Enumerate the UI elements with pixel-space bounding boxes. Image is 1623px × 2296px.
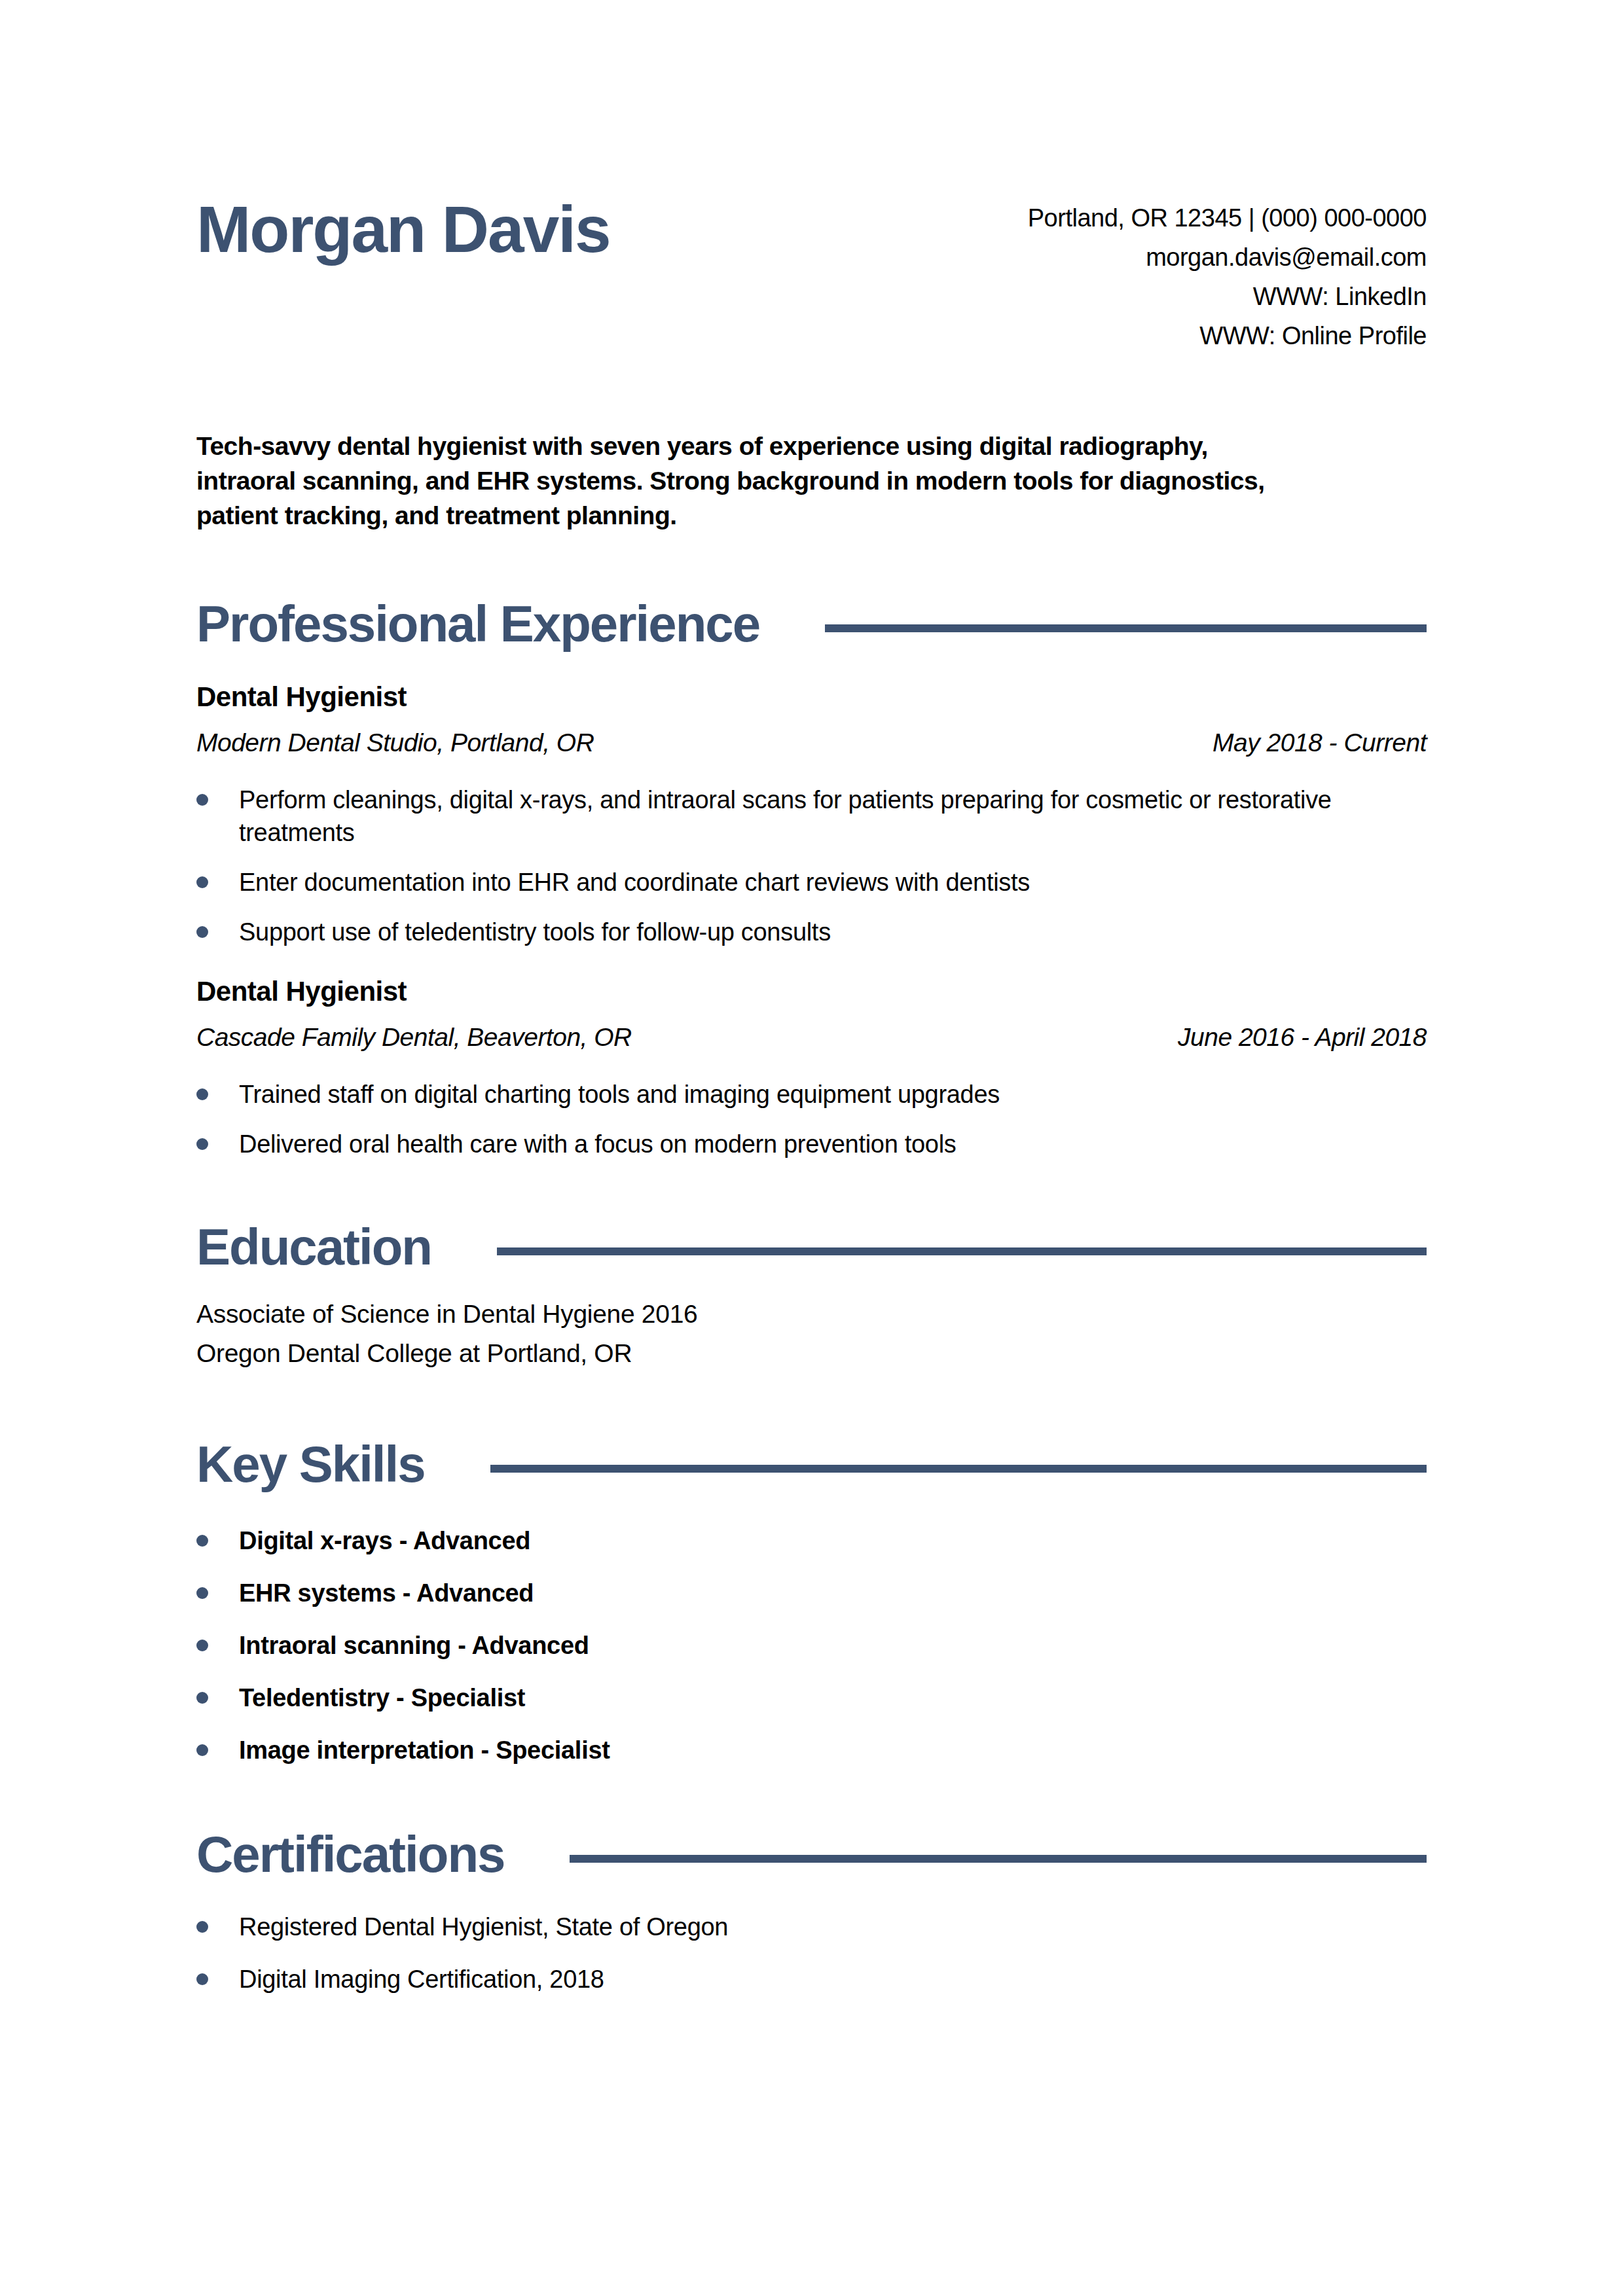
header: Morgan Davis Portland, OR 12345 | (000) … [196, 193, 1427, 355]
bullet-icon [196, 1138, 208, 1150]
section-certifications: Certifications Registered Dental Hygieni… [196, 1825, 1427, 1996]
section-rule [490, 1465, 1427, 1473]
education-school: Oregon Dental College at Portland, OR [196, 1334, 1427, 1373]
bullet-icon [196, 1744, 208, 1756]
bullet-icon [196, 794, 208, 806]
person-name: Morgan Davis [196, 193, 610, 265]
education-details: Associate of Science in Dental Hygiene 2… [196, 1295, 1427, 1373]
list-item: Image interpretation - Specialist [196, 1734, 1427, 1767]
list-item: Support use of teledentistry tools for f… [196, 916, 1427, 948]
list-item: Teledentistry - Specialist [196, 1681, 1427, 1714]
section-key-skills-header: Key Skills [196, 1435, 1427, 1494]
contact-line-online-profile: WWW: Online Profile [1028, 316, 1427, 355]
section-rule [570, 1855, 1427, 1863]
list-item: EHR systems - Advanced [196, 1577, 1427, 1609]
bullet-text: Enter documentation into EHR and coordin… [239, 866, 1030, 899]
list-item: Digital x-rays - Advanced [196, 1524, 1427, 1557]
skill-text: EHR systems - Advanced [239, 1577, 534, 1609]
section-key-skills-title: Key Skills [196, 1435, 425, 1494]
bullet-icon [196, 1921, 208, 1933]
section-certifications-title: Certifications [196, 1825, 504, 1884]
job-company: Modern Dental Studio, Portland, OR [196, 726, 594, 760]
contact-line-location-phone: Portland, OR 12345 | (000) 000-0000 [1028, 198, 1427, 238]
skill-text: Image interpretation - Specialist [239, 1734, 610, 1767]
section-education: Education Associate of Science in Dental… [196, 1218, 1427, 1374]
list-item: Delivered oral health care with a focus … [196, 1128, 1427, 1160]
list-item: Trained staff on digital charting tools … [196, 1078, 1427, 1111]
job-bullet-list: Perform cleanings, digital x-rays, and i… [196, 783, 1427, 948]
bullet-icon [196, 876, 208, 888]
list-item: Registered Dental Hygienist, State of Or… [196, 1910, 1427, 1943]
section-education-header: Education [196, 1218, 1427, 1277]
list-item: Perform cleanings, digital x-rays, and i… [196, 783, 1427, 849]
education-degree: Associate of Science in Dental Hygiene 2… [196, 1295, 1427, 1334]
job-dates: June 2016 - April 2018 [1178, 1020, 1427, 1054]
bullet-icon [196, 1535, 208, 1547]
job-entry: Dental Hygienist Cascade Family Dental, … [196, 975, 1427, 1160]
certification-text: Digital Imaging Certification, 2018 [239, 1963, 604, 1996]
job-bullet-list: Trained staff on digital charting tools … [196, 1078, 1427, 1160]
list-item: Enter documentation into EHR and coordin… [196, 866, 1427, 899]
section-rule [497, 1247, 1427, 1255]
certification-list: Registered Dental Hygienist, State of Or… [196, 1910, 1427, 1996]
contact-line-email: morgan.davis@email.com [1028, 238, 1427, 277]
contact-line-linkedin: WWW: LinkedIn [1028, 277, 1427, 316]
bullet-icon [196, 926, 208, 938]
section-certifications-header: Certifications [196, 1825, 1427, 1884]
job-dates: May 2018 - Current [1213, 726, 1427, 760]
bullet-text: Support use of teledentistry tools for f… [239, 916, 831, 948]
summary-paragraph: Tech-savvy dental hygienist with seven y… [196, 429, 1303, 533]
section-experience-header: Professional Experience [196, 595, 1427, 654]
bullet-text: Delivered oral health care with a focus … [239, 1128, 957, 1160]
job-company: Cascade Family Dental, Beaverton, OR [196, 1020, 632, 1054]
certification-text: Registered Dental Hygienist, State of Or… [239, 1910, 728, 1943]
bullet-icon [196, 1692, 208, 1704]
job-title: Dental Hygienist [196, 975, 1427, 1009]
section-rule [825, 624, 1427, 632]
bullet-text: Trained staff on digital charting tools … [239, 1078, 1000, 1111]
list-item: Intraoral scanning - Advanced [196, 1629, 1427, 1662]
job-title: Dental Hygienist [196, 680, 1427, 714]
section-experience: Professional Experience Dental Hygienist… [196, 595, 1427, 1160]
skill-text: Teledentistry - Specialist [239, 1681, 525, 1714]
skill-text: Intraoral scanning - Advanced [239, 1629, 589, 1662]
bullet-text: Perform cleanings, digital x-rays, and i… [239, 783, 1372, 849]
section-experience-title: Professional Experience [196, 595, 759, 654]
list-item: Digital Imaging Certification, 2018 [196, 1963, 1427, 1996]
resume-page: Morgan Davis Portland, OR 12345 | (000) … [0, 0, 1623, 2296]
skill-list: Digital x-rays - Advanced EHR systems - … [196, 1524, 1427, 1767]
job-entry: Dental Hygienist Modern Dental Studio, P… [196, 680, 1427, 948]
contact-info: Portland, OR 12345 | (000) 000-0000 morg… [1028, 198, 1427, 355]
bullet-icon [196, 1973, 208, 1985]
job-meta: Modern Dental Studio, Portland, OR May 2… [196, 726, 1427, 760]
job-meta: Cascade Family Dental, Beaverton, OR Jun… [196, 1020, 1427, 1054]
section-key-skills: Key Skills Digital x-rays - Advanced EHR… [196, 1435, 1427, 1767]
bullet-icon [196, 1587, 208, 1599]
bullet-icon [196, 1640, 208, 1651]
bullet-icon [196, 1088, 208, 1100]
skill-text: Digital x-rays - Advanced [239, 1524, 530, 1557]
section-education-title: Education [196, 1218, 431, 1277]
